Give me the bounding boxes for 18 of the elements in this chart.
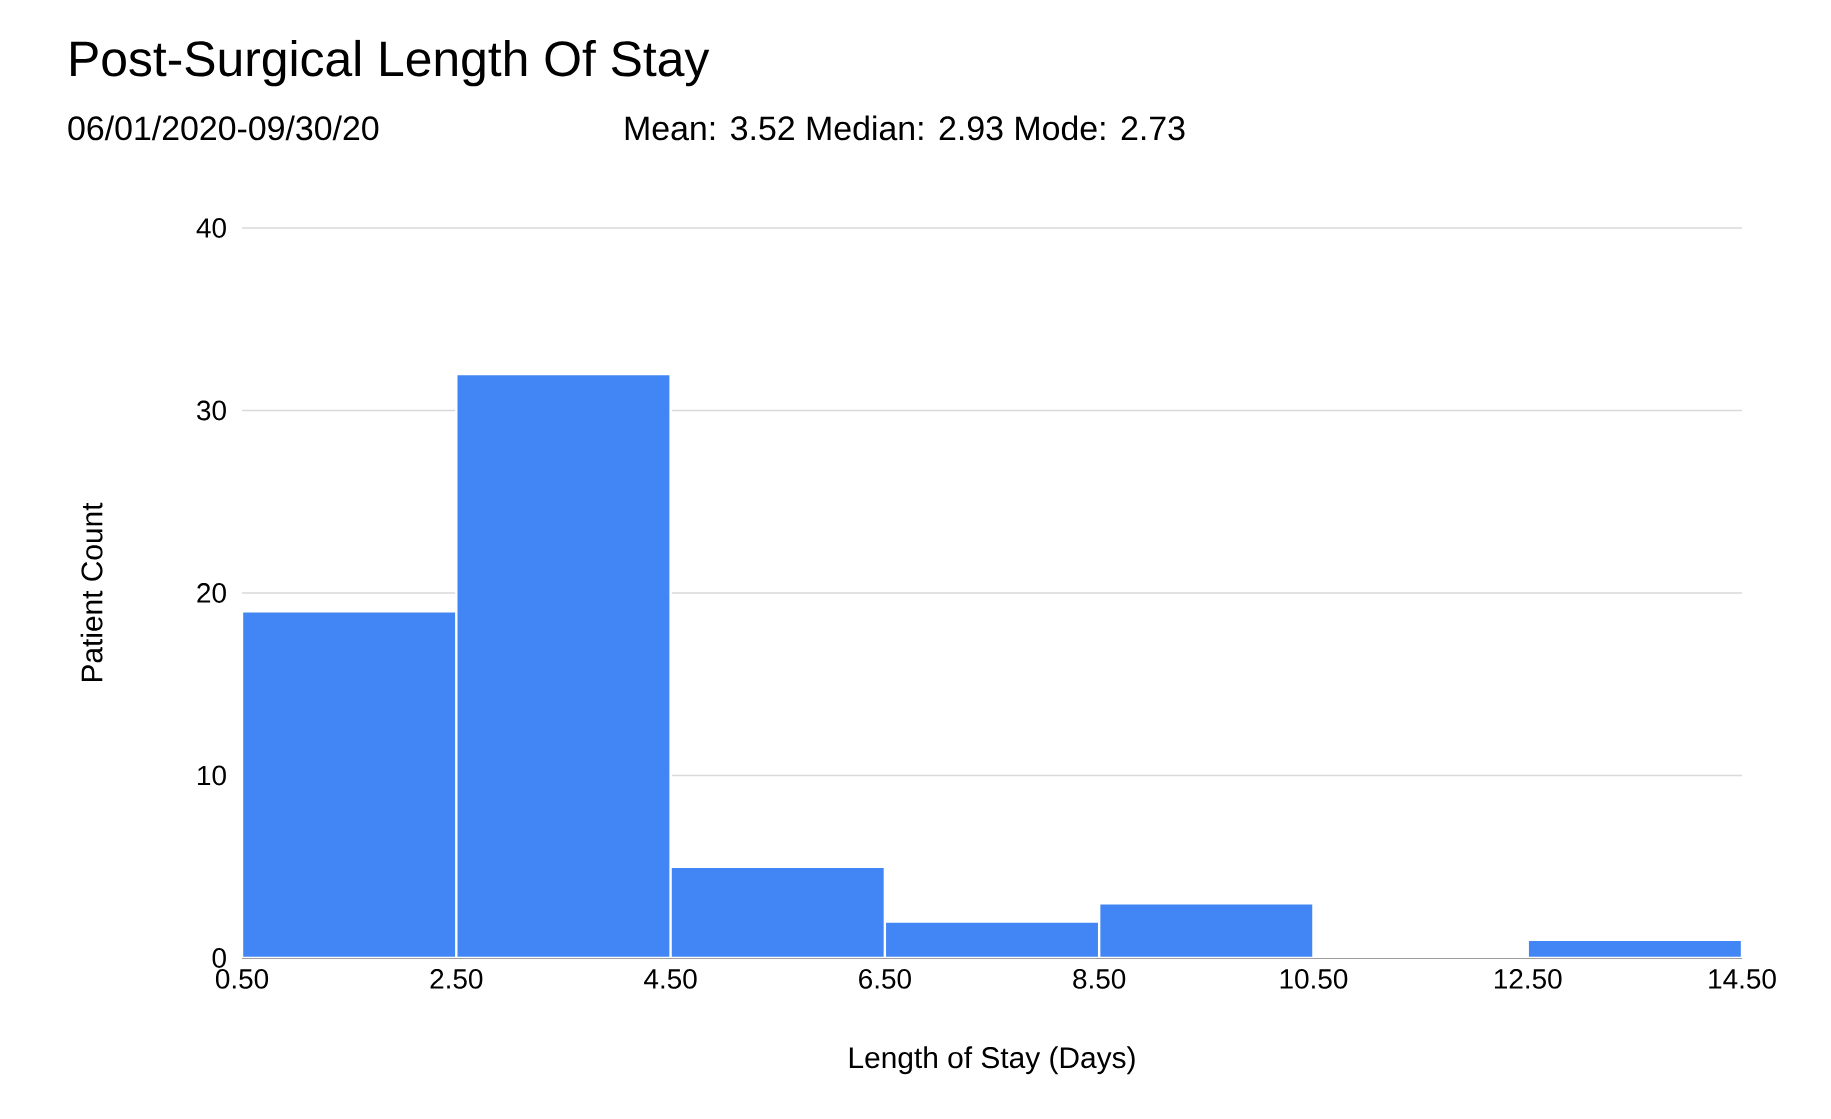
x-tick-label: 6.50 xyxy=(859,969,911,989)
chart-subtitle: 06/01/2020-09/30/20 xyxy=(68,115,379,141)
y-tick-label: 40 xyxy=(196,218,226,238)
x-tick-label: 2.50 xyxy=(430,969,483,989)
y-tick-label: 10 xyxy=(198,765,226,786)
x-tick-label: 0.50 xyxy=(215,969,269,989)
y-axis-title: Patient Count xyxy=(80,502,103,682)
x-tick-label: 10.50 xyxy=(1280,969,1348,989)
x-tick-label: 4.50 xyxy=(644,969,697,989)
chart-title: Post-Surgical Length Of Stay xyxy=(71,39,710,87)
y-tick-label: 0 xyxy=(212,948,226,968)
y-tick-label: 30 xyxy=(197,400,226,421)
x-axis-title: Length of Stay (Days) xyxy=(849,1046,1135,1075)
y-tick-label: 20 xyxy=(197,583,226,603)
x-tick-label: 14.50 xyxy=(1709,969,1776,989)
x-tick-label: 12.50 xyxy=(1494,969,1562,989)
x-tick-label: 8.50 xyxy=(1073,969,1126,989)
text: Mean: 3.52 Median: 2.93 Mode: 2.73 xyxy=(625,115,1185,141)
